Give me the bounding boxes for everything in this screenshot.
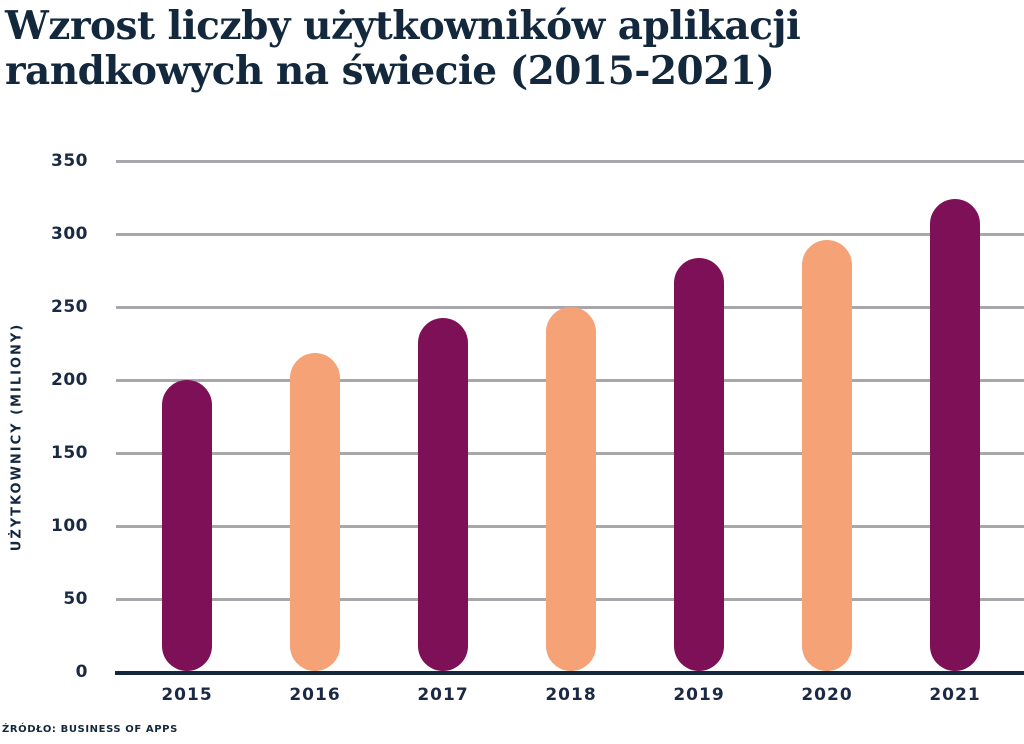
y-tick-label-100: 100 xyxy=(51,516,88,536)
x-tick-label-2021: 2021 xyxy=(929,685,981,705)
bar-2015 xyxy=(162,380,212,671)
y-tick-label-300: 300 xyxy=(51,224,88,244)
gridline-350 xyxy=(116,159,1024,163)
y-tick-label-50: 50 xyxy=(63,589,88,609)
y-axis-title: UŻYTKOWNICY (MILIONY) xyxy=(9,322,25,552)
chart-title: Wzrost liczby użytkowników aplikacji ran… xyxy=(5,4,985,94)
x-axis-baseline xyxy=(115,671,1024,675)
y-tick-label-250: 250 xyxy=(51,297,88,317)
y-tick-label-150: 150 xyxy=(51,443,88,463)
x-tick-label-2018: 2018 xyxy=(545,685,597,705)
chart-title-line-1: Wzrost liczby użytkowników aplikacji xyxy=(5,3,801,49)
bar-2016 xyxy=(290,352,340,671)
bar-2017 xyxy=(418,317,468,671)
bar-2018 xyxy=(546,307,596,671)
bar-2020 xyxy=(802,240,852,671)
source-credit: ŹRÓDŁO: BUSINESS OF APPS xyxy=(2,724,178,735)
bar-2021 xyxy=(930,199,980,671)
x-tick-label-2016: 2016 xyxy=(289,685,341,705)
x-tick-label-2019: 2019 xyxy=(673,685,725,705)
chart-title-line-2: randkowych na świecie (2015-2021) xyxy=(5,48,775,94)
x-tick-label-2015: 2015 xyxy=(161,685,213,705)
y-tick-label-200: 200 xyxy=(51,370,88,390)
bar-2019 xyxy=(674,257,724,671)
x-tick-label-2017: 2017 xyxy=(417,685,469,705)
y-tick-label-350: 350 xyxy=(51,151,88,171)
y-tick-label-0: 0 xyxy=(75,662,88,682)
x-tick-label-2020: 2020 xyxy=(801,685,853,705)
gridline-300 xyxy=(116,232,1024,236)
gridline-250 xyxy=(116,305,1024,309)
